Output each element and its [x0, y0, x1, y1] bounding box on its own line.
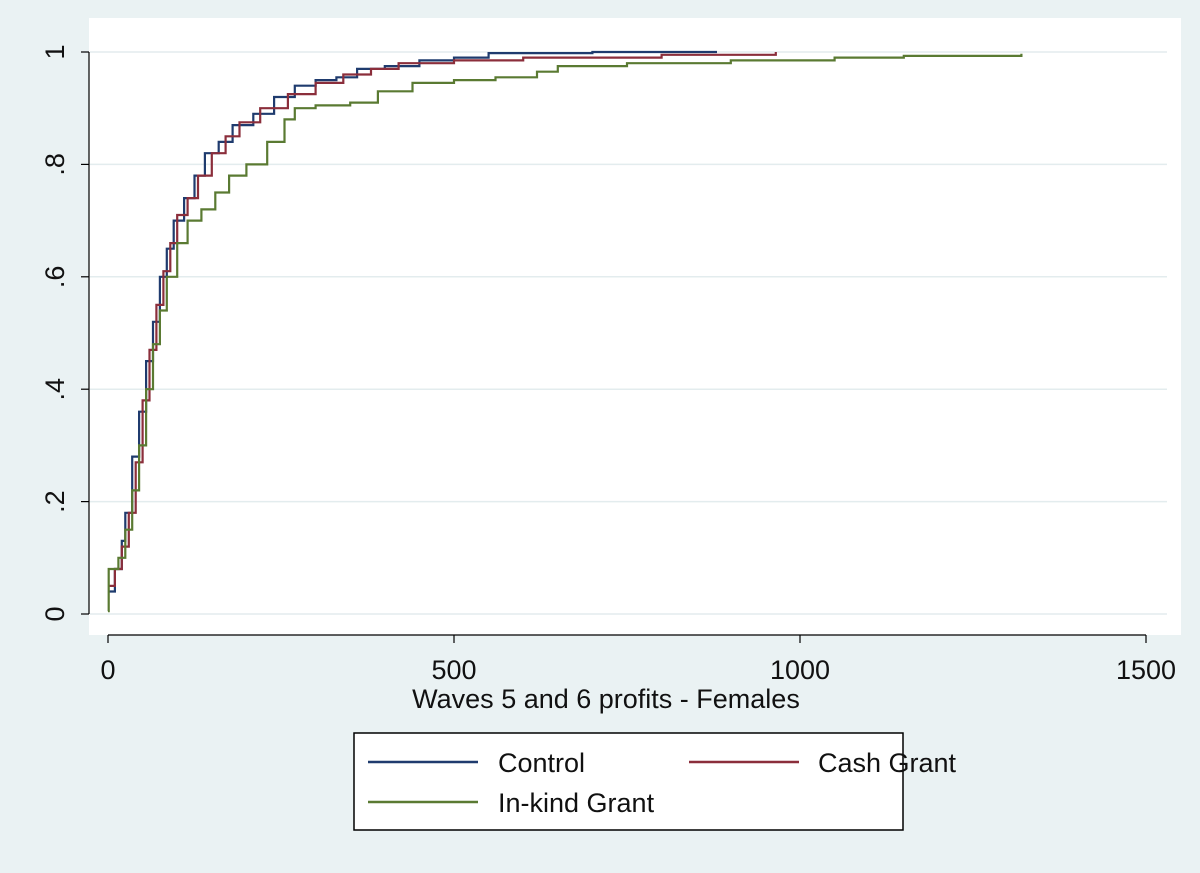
legend-label-in-kind-grant: In-kind Grant: [498, 788, 655, 818]
y-tick-label-4: .8: [40, 153, 70, 176]
series-line-in-kind-grant: [107, 53, 1023, 613]
y-tick-label-1: .2: [40, 490, 70, 513]
y-tick-label-0: 0: [40, 606, 70, 621]
x-tick-label-2: 1000: [770, 655, 830, 685]
legend: Control Cash Grant In-kind Grant: [353, 732, 957, 831]
plot-area: [89, 18, 1181, 635]
y-tick-label-3: .6: [40, 266, 70, 289]
y-tick-label-5: 1: [40, 44, 70, 59]
series-lines: [107, 50, 1023, 613]
x-tick-label-3: 1500: [1116, 655, 1176, 685]
x-axis-title: Waves 5 and 6 profits - Females: [412, 684, 800, 714]
axes: 0 .2 .4 .6 .8 1 0 500 1000 1500: [40, 44, 1176, 685]
x-tick-label-1: 500: [431, 655, 476, 685]
legend-label-cash-grant: Cash Grant: [818, 748, 957, 778]
legend-box: [353, 732, 904, 831]
legend-label-control: Control: [498, 748, 585, 778]
y-tick-label-2: .4: [40, 378, 70, 401]
x-tick-label-0: 0: [100, 655, 115, 685]
